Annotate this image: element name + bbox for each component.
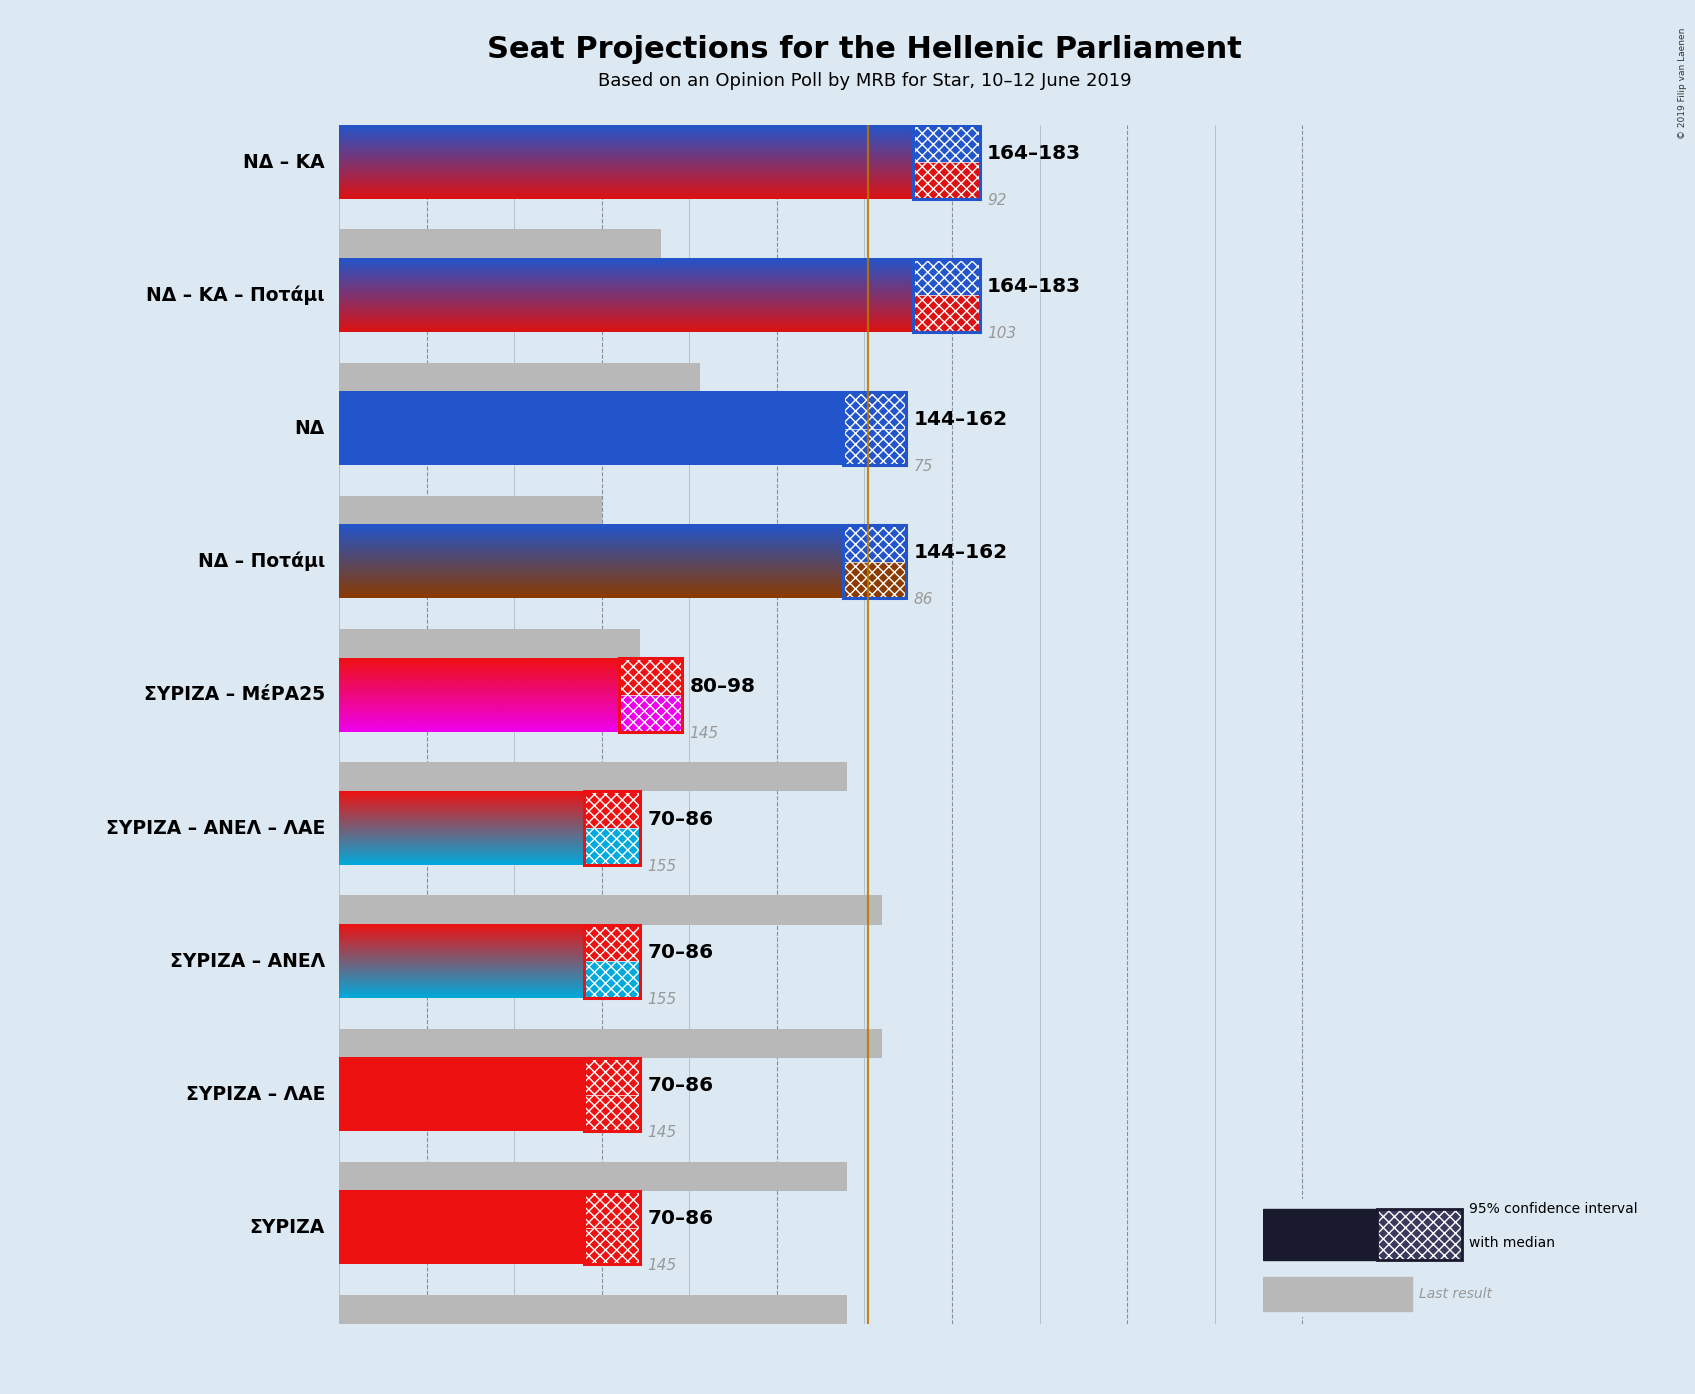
Bar	[339, 230, 661, 259]
Bar	[914, 259, 980, 296]
Text: 145: 145	[690, 725, 719, 740]
Text: 80–98: 80–98	[690, 676, 756, 696]
Text: Based on an Opinion Poll by MRB for Star, 10–12 June 2019: Based on an Opinion Poll by MRB for Star…	[598, 72, 1131, 91]
Text: with median: with median	[1470, 1236, 1556, 1250]
Text: ΣΥΡΙΖΑ – ΑΝΕΛ: ΣΥΡΙΖΑ – ΑΝΕΛ	[170, 952, 325, 970]
Text: 145: 145	[647, 1125, 676, 1140]
Bar	[619, 696, 683, 732]
Bar	[619, 658, 683, 696]
Bar	[914, 125, 980, 162]
Text: 95% confidence interval: 95% confidence interval	[1470, 1202, 1637, 1216]
Text: 70–86: 70–86	[647, 1076, 714, 1096]
Bar	[339, 763, 848, 792]
Bar	[914, 296, 980, 332]
Bar	[914, 259, 980, 332]
Text: ΝΔ – ΚΑ: ΝΔ – ΚΑ	[244, 152, 325, 171]
Bar	[585, 1094, 641, 1131]
Text: 145: 145	[647, 1259, 676, 1273]
Text: ΝΔ – ΚΑ – Ποτάμι: ΝΔ – ΚΑ – Ποτάμι	[146, 286, 325, 305]
Text: 155: 155	[647, 993, 676, 1006]
Bar	[1376, 1209, 1463, 1260]
Text: ΣΥΡΙΖΑ – ΛΑΕ: ΣΥΡΙΖΑ – ΛΑΕ	[186, 1085, 325, 1104]
Text: ΣΥΡΙΖΑ – ΑΝΕΛ – ΛΑΕ: ΣΥΡΙΖΑ – ΑΝΕΛ – ΛΑΕ	[105, 818, 325, 838]
Text: 86: 86	[914, 592, 932, 608]
Bar	[585, 1058, 641, 1094]
Text: 164–183: 164–183	[986, 144, 1081, 163]
Bar	[844, 526, 907, 562]
Text: ΣΥΡΙΖΑ: ΣΥΡΙΖΑ	[249, 1218, 325, 1238]
Text: 92: 92	[986, 192, 1007, 208]
Text: 155: 155	[647, 859, 676, 874]
Bar	[585, 792, 641, 864]
Text: 70–86: 70–86	[647, 1210, 714, 1228]
Text: ΣΥΡΙΖΑ – ΜέΡΑ25: ΣΥΡΙΖΑ – ΜέΡΑ25	[144, 686, 325, 704]
Bar	[339, 1161, 848, 1190]
Bar	[339, 1029, 881, 1058]
Bar	[1376, 1209, 1463, 1260]
Bar	[585, 1228, 641, 1264]
Text: 70–86: 70–86	[647, 942, 714, 962]
Text: 103: 103	[986, 326, 1017, 342]
Bar	[339, 629, 641, 658]
Bar	[339, 1295, 848, 1324]
Bar	[844, 526, 907, 598]
Text: Last result: Last result	[1419, 1287, 1492, 1301]
Bar	[339, 496, 602, 526]
Bar	[585, 1058, 641, 1131]
Bar	[914, 125, 980, 199]
Bar	[844, 392, 907, 428]
Text: ΝΔ – Ποτάμι: ΝΔ – Ποτάμι	[198, 552, 325, 572]
Text: © 2019 Filip van Laenen: © 2019 Filip van Laenen	[1678, 28, 1687, 139]
Bar	[914, 162, 980, 199]
Bar	[1263, 1277, 1412, 1310]
Text: 75: 75	[914, 459, 932, 474]
Bar	[585, 924, 641, 998]
Bar	[339, 895, 881, 924]
Bar	[585, 1190, 641, 1264]
Bar	[619, 658, 683, 732]
Bar	[339, 362, 700, 392]
Text: 70–86: 70–86	[647, 810, 714, 829]
Text: 144–162: 144–162	[914, 544, 1007, 562]
Bar	[844, 562, 907, 598]
Bar	[844, 392, 907, 466]
Bar	[1263, 1209, 1376, 1260]
Bar	[844, 428, 907, 466]
Text: Seat Projections for the Hellenic Parliament: Seat Projections for the Hellenic Parlia…	[486, 35, 1242, 64]
Bar	[585, 1190, 641, 1228]
Bar	[585, 962, 641, 998]
Text: 144–162: 144–162	[914, 410, 1007, 429]
Bar	[585, 792, 641, 828]
Text: ΝΔ: ΝΔ	[295, 420, 325, 438]
Bar	[585, 828, 641, 864]
Bar	[585, 924, 641, 962]
Text: 164–183: 164–183	[986, 277, 1081, 296]
